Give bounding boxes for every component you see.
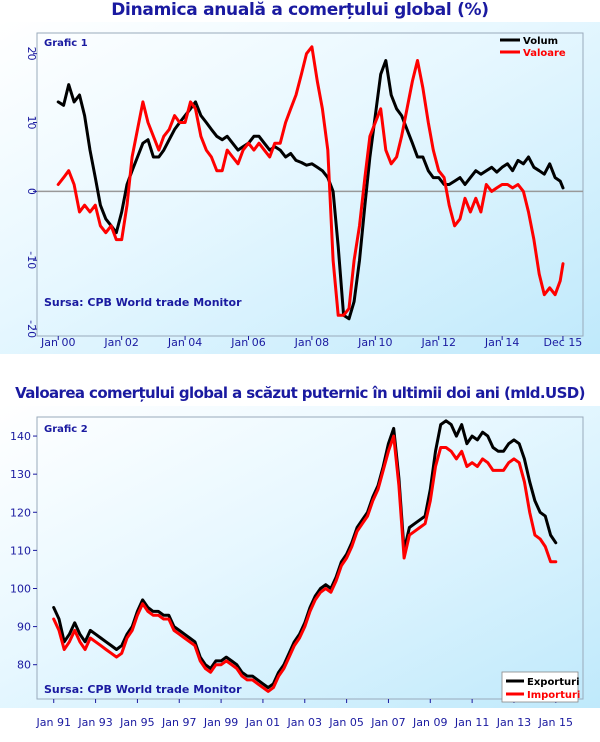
chart2-ytick-label: 90 [17, 621, 31, 634]
chart1-series-volum [56, 59, 565, 321]
chart1-legend: Volum Valoare [500, 36, 566, 59]
chart2-ytick-label: 110 [10, 544, 31, 557]
chart2-series-importuri [52, 434, 558, 693]
legend-label-volum: Volum [523, 36, 558, 47]
chart2-ytick-label: 100 [10, 582, 31, 595]
chart1-ytick-label: 20 [25, 47, 38, 61]
chart1-tag: Grafic 1 [44, 38, 88, 49]
chart2-xtick-label: Jan 99 [203, 716, 238, 729]
chart2-ytick-label: 80 [17, 659, 31, 672]
chart1-xtick-label: Jan 08 [294, 336, 329, 349]
chart1-source: Sursa: CPB World trade Monitor [44, 296, 242, 309]
chart2-tag: Grafic 2 [44, 424, 88, 435]
chart1-xtick-label: Jan 14 [484, 336, 519, 349]
chart1-title: Dinamica anuală a comerțului global (%) [111, 0, 489, 20]
chart2-xtick-label: Jan 91 [36, 716, 71, 729]
chart1-xtick-label: Jan 12 [421, 336, 456, 349]
chart2-xtick-label: Jan 13 [496, 716, 531, 729]
legend-label-importuri: Importuri [527, 690, 580, 701]
chart2-xtick-label: Jan 05 [328, 716, 363, 729]
legend-label-valoare: Valoare [523, 48, 566, 59]
chart2-source: Sursa: CPB World trade Monitor [44, 683, 242, 696]
chart2-xtick-label: Jan 11 [454, 716, 489, 729]
chart1-ytick-label: -10 [25, 251, 38, 269]
chart1-xtick-label: Jan 06 [230, 336, 265, 349]
chart2-background [0, 406, 600, 708]
chart1-xtick-label: Jan 04 [167, 336, 202, 349]
chart1-xtick-label: Dec 15 [544, 336, 583, 349]
chart2-ytick-label: 140 [10, 430, 31, 443]
chart1-xtick-label: Jan 00 [40, 336, 75, 349]
chart2-legend: Exporturi Importuri [501, 671, 580, 703]
legend-label-exporturi: Exporturi [527, 677, 580, 688]
chart1-ytick-label: -20 [25, 320, 38, 338]
chart2-ytick-label: 130 [10, 468, 31, 481]
chart1-ytick-label: 0 [25, 188, 38, 195]
chart1-series-valoare [56, 45, 565, 317]
chart2-xtick-label: Jan 15 [538, 716, 573, 729]
chart2-xtick-label: Jan 09 [412, 716, 447, 729]
chart2-xtick-label: Jan 95 [119, 716, 154, 729]
chart1-xtick-label: Jan 02 [103, 336, 138, 349]
chart2-title: Valoarea comerțului global a scăzut pute… [15, 384, 585, 402]
chart2-xtick-label: Jan 93 [77, 716, 112, 729]
chart1-ytick-label: 10 [25, 116, 38, 130]
chart1-svg: -20 -10 0 10 20 Jan 00 Jan 02 Jan 04 Jan 06 Jan … [0, 22, 600, 354]
chart2-legend-box [501, 671, 579, 703]
chart2-plot-frame [36, 416, 584, 700]
chart2-xtick-label: Jan 01 [245, 716, 280, 729]
chart1-plot-frame [36, 32, 584, 337]
chart2-xtick-label: Jan 07 [370, 716, 405, 729]
chart2-ytick-label: 120 [10, 506, 31, 519]
chart2-xtick-label: Jan 03 [287, 716, 322, 729]
chart2-svg: 80 90 100 110 120 130 140 Jan 91 Jan 93 Jan 95 Ja… [0, 406, 600, 729]
chart2-xtick-label: Jan 97 [161, 716, 196, 729]
chart1-xtick-label: Jan 10 [357, 336, 392, 349]
